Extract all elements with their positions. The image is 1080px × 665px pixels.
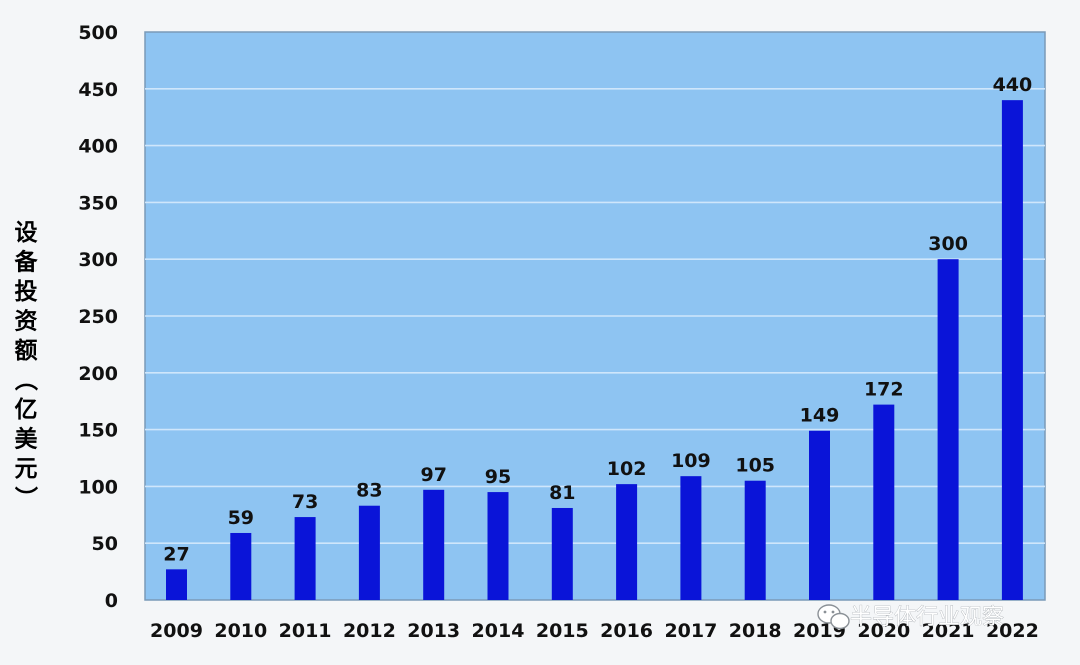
y-tick-label: 500 xyxy=(78,22,118,44)
x-tick-label: 2020 xyxy=(857,620,910,642)
data-label: 81 xyxy=(549,482,575,504)
bar xyxy=(680,476,702,600)
x-tick-label: 2015 xyxy=(536,620,589,642)
y-axis-label-char: 美 xyxy=(15,426,38,453)
bar xyxy=(294,517,316,600)
wechat-icon xyxy=(817,604,850,630)
data-label: 109 xyxy=(671,450,711,472)
y-axis-label-char: 资 xyxy=(15,309,38,335)
y-axis-label-char: ） xyxy=(12,486,39,509)
y-axis-label-char: 备 xyxy=(14,249,39,276)
x-tick-label: 2013 xyxy=(407,620,460,642)
bar xyxy=(358,505,380,600)
bar xyxy=(616,484,638,600)
y-tick-label: 150 xyxy=(78,420,118,442)
data-label: 149 xyxy=(800,405,840,427)
y-axis-label-char: 元 xyxy=(15,456,38,482)
y-tick-label: 50 xyxy=(92,533,118,555)
y-tick-label: 350 xyxy=(78,192,118,214)
y-axis-label-char: 设 xyxy=(15,220,38,246)
x-tick-label: 2012 xyxy=(343,620,396,642)
bar xyxy=(873,404,895,600)
y-tick-label: 100 xyxy=(78,476,118,498)
x-axis-ticks: 2009 2010 2011 2012 2013 2014 2015 2016 2017 2018… xyxy=(150,620,1039,642)
y-axis-label-char: （ xyxy=(12,368,39,391)
bar xyxy=(551,507,573,600)
data-label: 102 xyxy=(607,458,647,480)
y-tick-label: 0 xyxy=(105,590,118,612)
data-label: 300 xyxy=(928,233,968,255)
y-axis-label-char: 亿 xyxy=(15,397,38,423)
data-labels: 27 59 73 83 97 95 81 102 109 105 149 172 300 440 xyxy=(163,74,1032,565)
bar xyxy=(423,489,445,600)
bar xyxy=(230,532,252,600)
x-tick-label: 2022 xyxy=(986,620,1039,642)
bar xyxy=(1001,100,1023,600)
bar xyxy=(166,569,187,600)
bar xyxy=(809,430,830,600)
x-tick-label: 2009 xyxy=(150,620,203,642)
x-tick-label: 2018 xyxy=(729,620,782,642)
data-label: 97 xyxy=(420,464,446,486)
y-tick-label: 400 xyxy=(78,136,118,158)
y-tick-label: 200 xyxy=(78,363,118,385)
x-tick-label: 2014 xyxy=(472,620,525,642)
watermark: 半导体行业观察 xyxy=(817,604,1004,630)
data-label: 440 xyxy=(993,74,1033,96)
x-tick-label: 2011 xyxy=(279,620,332,642)
x-tick-label: 2010 xyxy=(214,620,267,642)
x-tick-label: 2017 xyxy=(664,620,717,642)
bars xyxy=(166,100,1023,600)
bar xyxy=(937,259,959,600)
y-tick-label: 450 xyxy=(78,79,118,101)
x-tick-label: 2016 xyxy=(600,620,653,642)
y-axis-ticks: 0 50 100 150 200 250 300 350 400 450 500 xyxy=(78,22,118,612)
y-tick-label: 300 xyxy=(78,249,118,271)
y-axis-label-char: 投 xyxy=(15,279,38,305)
bar xyxy=(487,492,509,600)
data-label: 105 xyxy=(735,455,775,477)
data-label: 83 xyxy=(356,480,382,502)
data-label: 73 xyxy=(292,491,318,513)
data-label: 95 xyxy=(485,466,511,488)
watermark-text: 半导体行业观察 xyxy=(850,605,1004,630)
data-label: 27 xyxy=(163,543,189,565)
data-label: 172 xyxy=(864,379,904,401)
bar xyxy=(744,480,766,600)
y-tick-label: 250 xyxy=(78,306,118,328)
data-label: 59 xyxy=(228,507,254,529)
x-tick-label: 2021 xyxy=(922,620,975,642)
y-axis-label-char: 额 xyxy=(15,338,38,364)
